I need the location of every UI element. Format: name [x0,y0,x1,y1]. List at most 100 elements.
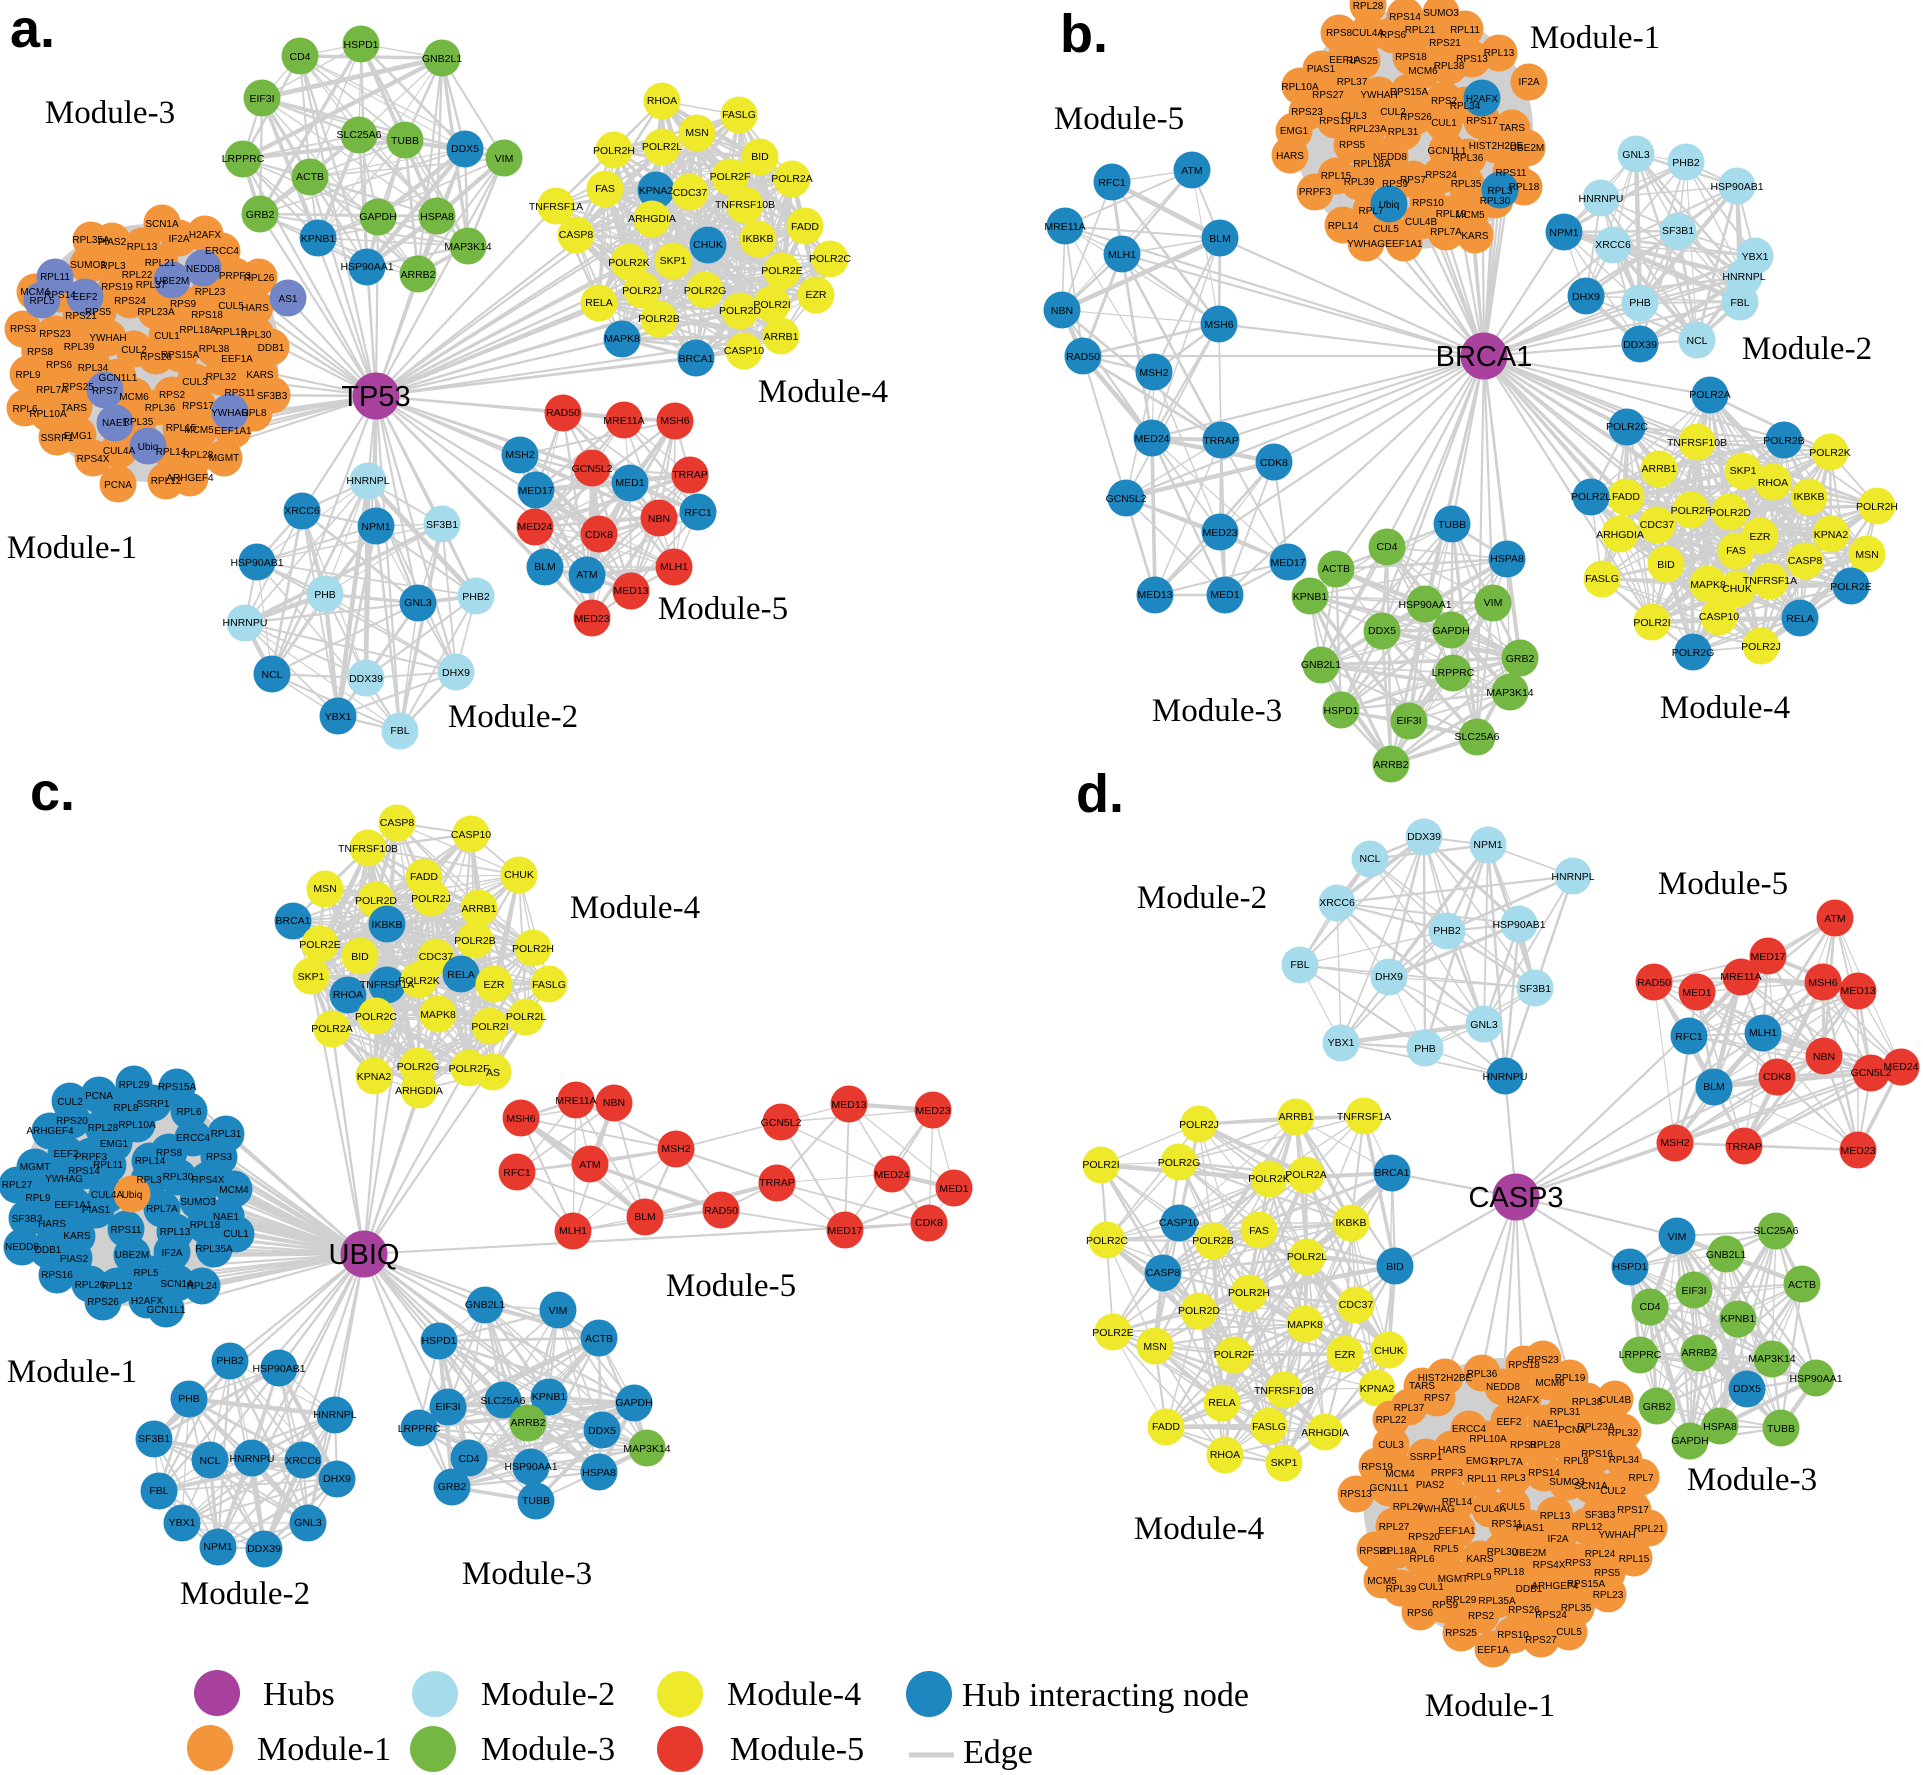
svg-text:RPL18A: RPL18A [179,325,217,336]
svg-text:RPS21: RPS21 [1429,38,1461,49]
svg-text:RPS26: RPS26 [140,352,172,363]
svg-text:ERCC4: ERCC4 [1452,1424,1486,1435]
svg-text:GNL3: GNL3 [1622,149,1650,161]
svg-text:RPS26: RPS26 [87,1297,119,1308]
svg-text:PRPF3: PRPF3 [1431,1468,1464,1479]
svg-text:FAS: FAS [595,183,615,195]
svg-text:DDX5: DDX5 [588,1425,616,1437]
svg-text:PHB: PHB [178,1393,200,1405]
svg-text:YBX1: YBX1 [1328,1037,1355,1049]
svg-text:ARRB1: ARRB1 [763,331,798,343]
svg-text:IF2A: IF2A [161,1248,182,1259]
svg-text:HNRNPU: HNRNPU [223,617,268,629]
svg-text:SF3B1: SF3B1 [1662,225,1694,237]
svg-text:YBX1: YBX1 [169,1517,196,1529]
svg-text:RPS11: RPS11 [225,388,256,399]
svg-text:NBN: NBN [1051,305,1073,317]
svg-text:HIST2H2BE: HIST2H2BE [1418,1373,1473,1384]
svg-text:RPS6: RPS6 [1407,1608,1434,1619]
svg-text:BLM: BLM [1703,1081,1725,1093]
svg-text:RPL35A: RPL35A [1478,1596,1516,1607]
svg-text:RPS16: RPS16 [1581,1449,1613,1460]
svg-text:SLC25A6: SLC25A6 [1455,731,1500,743]
svg-text:TNFRSF1A: TNFRSF1A [529,201,583,213]
svg-text:RPL30: RPL30 [1480,196,1511,207]
svg-text:RPL15: RPL15 [166,423,197,434]
svg-text:RPS7: RPS7 [92,386,119,397]
svg-text:SUMO3: SUMO3 [1549,1477,1585,1488]
svg-text:RPL35: RPL35 [1451,179,1482,190]
svg-text:EEF2: EEF2 [53,1149,78,1160]
svg-text:GCN1L1: GCN1L1 [1370,1483,1409,1494]
svg-text:DDX39: DDX39 [1407,831,1441,843]
svg-text:POLR2L: POLR2L [1571,491,1611,503]
svg-text:AS: AS [486,1067,500,1079]
svg-text:GRB2: GRB2 [438,1481,467,1493]
svg-text:YWHAG: YWHAG [211,408,249,419]
svg-text:RPL10A: RPL10A [1469,1434,1507,1445]
svg-text:RPS11: RPS11 [1492,1519,1523,1530]
svg-text:RPL39: RPL39 [1386,1584,1417,1595]
svg-text:RPS4X: RPS4X [192,1175,225,1186]
svg-text:RPL5: RPL5 [1433,1544,1458,1555]
svg-text:DHX9: DHX9 [323,1473,351,1485]
svg-text:MED24: MED24 [1883,1061,1918,1073]
svg-text:HARS: HARS [1438,1445,1466,1456]
svg-text:PIAS2: PIAS2 [98,237,127,248]
svg-text:MLH1: MLH1 [559,1225,587,1237]
svg-text:CUL3: CUL3 [1341,111,1367,122]
svg-text:POLR2F: POLR2F [710,171,751,183]
svg-text:RPS20: RPS20 [1408,1532,1440,1543]
svg-text:RELA: RELA [585,297,612,309]
svg-text:MAP3K14: MAP3K14 [1748,1353,1795,1365]
svg-text:RPL8: RPL8 [113,1103,138,1114]
svg-text:MSN: MSN [1855,549,1878,561]
svg-text:DHX9: DHX9 [442,667,470,679]
svg-text:FASLG: FASLG [722,109,756,121]
svg-text:CUL5: CUL5 [1556,1627,1582,1638]
svg-text:RPS9: RPS9 [170,299,197,310]
svg-text:CUL2: CUL2 [57,1097,83,1108]
svg-text:FADD: FADD [791,221,819,233]
svg-text:HNRNPU: HNRNPU [1579,193,1624,205]
svg-text:RPL6: RPL6 [1409,1554,1434,1565]
svg-text:HSP90AB1: HSP90AB1 [230,557,283,569]
svg-text:POLR2H: POLR2H [1228,1287,1270,1299]
svg-text:RPL19: RPL19 [216,327,247,338]
svg-text:RPS5: RPS5 [85,307,112,318]
svg-text:SLC25A6: SLC25A6 [1754,1225,1799,1237]
svg-text:RPS27: RPS27 [1312,90,1344,101]
svg-text:POLR2B: POLR2B [638,313,679,325]
svg-text:RPL38: RPL38 [1572,1397,1603,1408]
svg-text:DDX5: DDX5 [451,143,479,155]
svg-text:MED17: MED17 [1750,951,1785,963]
svg-text:GRB2: GRB2 [1506,653,1535,665]
svg-text:RPL3: RPL3 [136,1175,161,1186]
svg-text:NEDD8: NEDD8 [1486,1382,1520,1393]
svg-text:KARS: KARS [1466,1554,1494,1565]
svg-text:RPL18: RPL18 [190,1220,221,1231]
svg-text:MED23: MED23 [915,1105,950,1117]
svg-text:GRB2: GRB2 [1643,1401,1672,1413]
svg-text:RELA: RELA [447,969,474,981]
svg-text:MRE11A: MRE11A [1044,221,1085,233]
svg-text:RPL11: RPL11 [1467,1474,1497,1485]
svg-text:YBX1: YBX1 [1742,251,1769,263]
svg-text:Module-4: Module-4 [727,1676,861,1713]
svg-text:HSP90AB1: HSP90AB1 [1492,919,1545,931]
svg-text:GCN1L1: GCN1L1 [147,1305,186,1316]
svg-text:RPS10: RPS10 [1497,1630,1529,1641]
svg-text:XRCC6: XRCC6 [1595,239,1631,251]
svg-text:MED13: MED13 [1137,589,1172,601]
svg-text:POLR2J: POLR2J [411,893,451,905]
svg-text:NAE1: NAE1 [102,418,129,429]
svg-text:RPL18: RPL18 [1494,1567,1525,1578]
svg-text:CDK8: CDK8 [1260,457,1288,469]
svg-text:BRCA1: BRCA1 [678,353,713,365]
svg-text:CUL5: CUL5 [218,301,244,312]
svg-text:Module-2: Module-2 [1742,331,1872,367]
svg-text:MCM4: MCM4 [219,1185,249,1196]
svg-text:a.: a. [10,0,55,59]
svg-text:EZR: EZR [1750,531,1771,543]
svg-text:H2AFX: H2AFX [1507,1395,1540,1406]
